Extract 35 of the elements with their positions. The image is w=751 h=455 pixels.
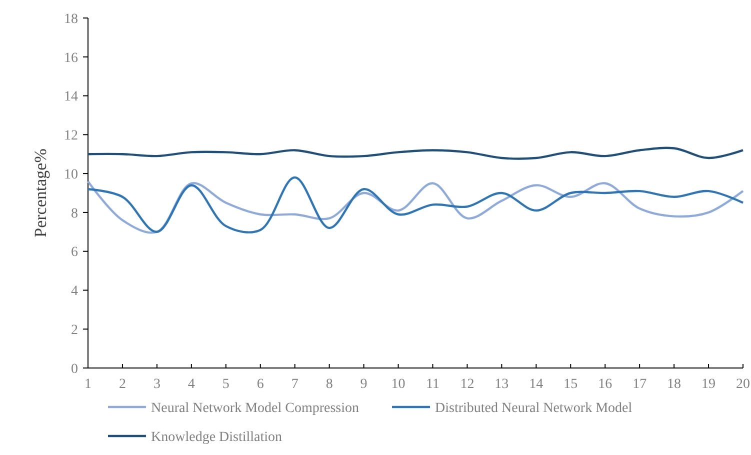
x-tick-label: 19 bbox=[702, 377, 716, 392]
x-tick-label: 18 bbox=[667, 377, 682, 392]
x-tick-label: 9 bbox=[360, 377, 368, 392]
x-tick-label: 20 bbox=[736, 377, 750, 392]
x-tick-label: 3 bbox=[153, 377, 160, 392]
x-tick-label: 2 bbox=[118, 377, 126, 392]
x-tick-label: 14 bbox=[529, 377, 544, 392]
y-tick-label: 18 bbox=[64, 12, 78, 27]
y-tick-label: 16 bbox=[64, 50, 78, 66]
x-tick-label: 7 bbox=[291, 377, 298, 392]
x-tick-label: 17 bbox=[632, 377, 647, 392]
y-tick-label: 6 bbox=[71, 245, 78, 260]
x-tick-label: 12 bbox=[460, 377, 474, 392]
legend-label: Distributed Neural Network Model bbox=[435, 400, 632, 416]
y-tick-label: 12 bbox=[64, 128, 78, 144]
x-tick-label: 11 bbox=[426, 377, 440, 392]
x-tick-label: 8 bbox=[326, 377, 333, 392]
x-tick-label: 4 bbox=[188, 377, 195, 392]
y-tick-label: 4 bbox=[71, 284, 78, 300]
legend-label: Knowledge Distillation bbox=[151, 430, 282, 445]
y-tick-label: 2 bbox=[71, 323, 78, 338]
x-tick-label: 16 bbox=[598, 377, 612, 392]
y-axis-title: Percentage% bbox=[31, 148, 50, 238]
y-tick-label: 14 bbox=[64, 90, 78, 105]
y-tick-label: 10 bbox=[64, 167, 78, 182]
y-tick-label: 0 bbox=[71, 362, 78, 377]
x-tick-label: 6 bbox=[256, 377, 264, 392]
y-tick-label: 8 bbox=[71, 206, 78, 222]
x-tick-label: 10 bbox=[391, 377, 406, 392]
x-tick-label: 5 bbox=[222, 377, 230, 392]
x-tick-label: 1 bbox=[84, 377, 92, 392]
x-tick-label: 13 bbox=[494, 377, 509, 392]
line-series bbox=[86, 146, 744, 160]
legend-label: Neural Network Model Compression bbox=[151, 400, 360, 416]
x-tick-label: 15 bbox=[564, 377, 578, 392]
